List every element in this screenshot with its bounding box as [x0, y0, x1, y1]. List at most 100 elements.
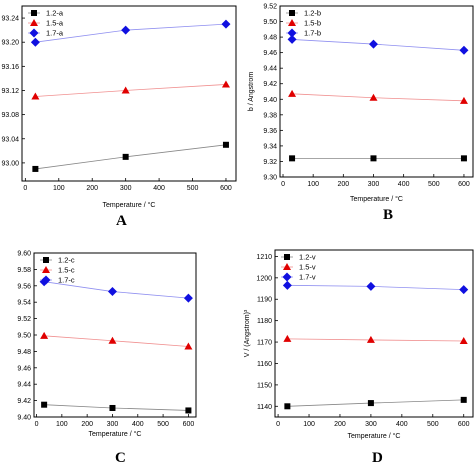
- y-tick-label: 9.46: [263, 50, 277, 57]
- legend: 1.2-b1.5-b1.7-b: [286, 9, 321, 38]
- data-point: [370, 155, 377, 162]
- x-tick-label: 400: [132, 421, 144, 428]
- legend-label: 1.2-b: [304, 9, 321, 18]
- x-tick-label: 600: [458, 181, 470, 188]
- data-point: [183, 293, 193, 303]
- legend: 1.2-a1.5-a1.7-a: [28, 9, 64, 38]
- series-line: [35, 84, 226, 97]
- legend: 1.2-v1.5-v1.7-v: [281, 253, 316, 282]
- y-tick-label: 9.50: [17, 333, 31, 340]
- legend-label: 1.7-v: [299, 273, 316, 282]
- data-point: [185, 407, 192, 414]
- x-tick-label: 300: [365, 421, 377, 428]
- y-axis-title: V / (Angstrom)³: [244, 309, 251, 357]
- x-axis-title: Temperature / °C: [103, 201, 156, 209]
- data-point: [368, 39, 378, 49]
- x-tick-label: 500: [428, 181, 440, 188]
- legend-label: 1.5-v: [299, 263, 316, 272]
- data-point: [366, 281, 376, 291]
- x-tick-label: 100: [307, 181, 319, 188]
- y-tick-label: 1140: [257, 404, 272, 411]
- y-tick-label: 9.44: [263, 66, 277, 73]
- series-line: [44, 335, 189, 347]
- series-line: [35, 144, 227, 170]
- legend-marker: [288, 19, 296, 26]
- data-point: [289, 155, 296, 162]
- chart-panel-c: 0 100 200 300 400 500 600 9.40 9.42 9.44 9.46 9.48 9…: [17, 251, 197, 438]
- series-line: [35, 23, 226, 43]
- y-tick-label: 9.40: [263, 97, 277, 104]
- legend-label: 1.5-a: [46, 19, 64, 28]
- data-point: [459, 96, 468, 104]
- y-tick-label: 9.46: [17, 365, 31, 372]
- panel-letter-b: B: [383, 207, 394, 223]
- data-point: [107, 287, 117, 297]
- series-line: [287, 338, 464, 342]
- data-point: [459, 285, 469, 295]
- legend-marker: [41, 275, 51, 285]
- y-tick-label: 9.50: [263, 19, 277, 26]
- y-tick-label: 93.16: [1, 64, 19, 71]
- data-point: [184, 342, 193, 350]
- panel-letter-a: A: [116, 213, 127, 229]
- legend-label: 1.7-c: [58, 276, 75, 285]
- series-line: [44, 404, 189, 411]
- y-tick-label: 9.42: [263, 81, 277, 88]
- data-point: [109, 404, 116, 411]
- y-tick-label: 9.44: [17, 382, 31, 389]
- legend-marker: [282, 272, 292, 282]
- x-tick-label: 600: [458, 421, 470, 428]
- data-point: [30, 37, 40, 47]
- y-tick-label: 9.32: [263, 159, 277, 166]
- x-tick-label: 200: [334, 421, 346, 428]
- x-tick-label: 300: [107, 421, 119, 428]
- y-tick-label: 1180: [257, 318, 272, 325]
- x-tick-label: 400: [398, 181, 410, 188]
- legend-marker: [29, 28, 39, 38]
- y-tick-label: 9.56: [17, 283, 31, 290]
- y-tick-label: 9.40: [17, 415, 31, 422]
- y-tick-label: 9.48: [263, 35, 277, 42]
- data-point: [367, 400, 374, 407]
- data-point: [459, 45, 469, 55]
- y-axis-title: b / Angstrom: [248, 72, 255, 111]
- data-point: [222, 141, 229, 148]
- y-tick-label: 9.54: [17, 300, 31, 307]
- y-tick-label: 9.38: [263, 112, 277, 119]
- x-tick-label: 200: [337, 181, 349, 188]
- panel-letter-d: D: [372, 450, 383, 466]
- legend-label: 1.2-c: [58, 256, 75, 265]
- data-point: [221, 19, 231, 29]
- x-tick-label: 600: [183, 421, 195, 428]
- data-point: [287, 34, 297, 44]
- y-tick-label: 1200: [256, 275, 272, 282]
- legend-label: 1.2-v: [299, 253, 316, 262]
- legend-marker: [31, 10, 37, 16]
- y-tick-label: 9.42: [17, 398, 31, 405]
- data-point: [366, 335, 375, 343]
- legend-label: 1.2-a: [46, 9, 64, 18]
- data-point: [282, 280, 292, 290]
- x-tick-label: 200: [86, 185, 98, 192]
- legend-marker: [283, 263, 291, 270]
- series-line: [292, 39, 464, 51]
- legend-label: 1.7-b: [304, 29, 321, 38]
- x-axis-title: Temperature / °C: [350, 195, 403, 203]
- x-axis-title: Temperature / °C: [89, 430, 142, 438]
- panel-letter-c: C: [115, 450, 126, 466]
- series-line: [292, 93, 464, 102]
- data-point: [121, 25, 131, 35]
- data-point: [40, 331, 49, 339]
- x-tick-label: 0: [23, 185, 27, 192]
- data-point: [31, 92, 40, 100]
- y-tick-label: 9.48: [17, 349, 31, 356]
- x-tick-label: 500: [427, 421, 439, 428]
- x-tick-label: 400: [153, 185, 165, 192]
- data-point: [41, 401, 48, 408]
- chart-panel-d: 0 100 200 300 400 500 600 1140 1150 1160 1170 1180 1…: [244, 249, 474, 440]
- data-point: [460, 155, 467, 162]
- legend-marker: [287, 28, 297, 38]
- data-point: [121, 86, 130, 94]
- x-tick-label: 0: [276, 421, 280, 428]
- x-tick-label: 600: [220, 185, 232, 192]
